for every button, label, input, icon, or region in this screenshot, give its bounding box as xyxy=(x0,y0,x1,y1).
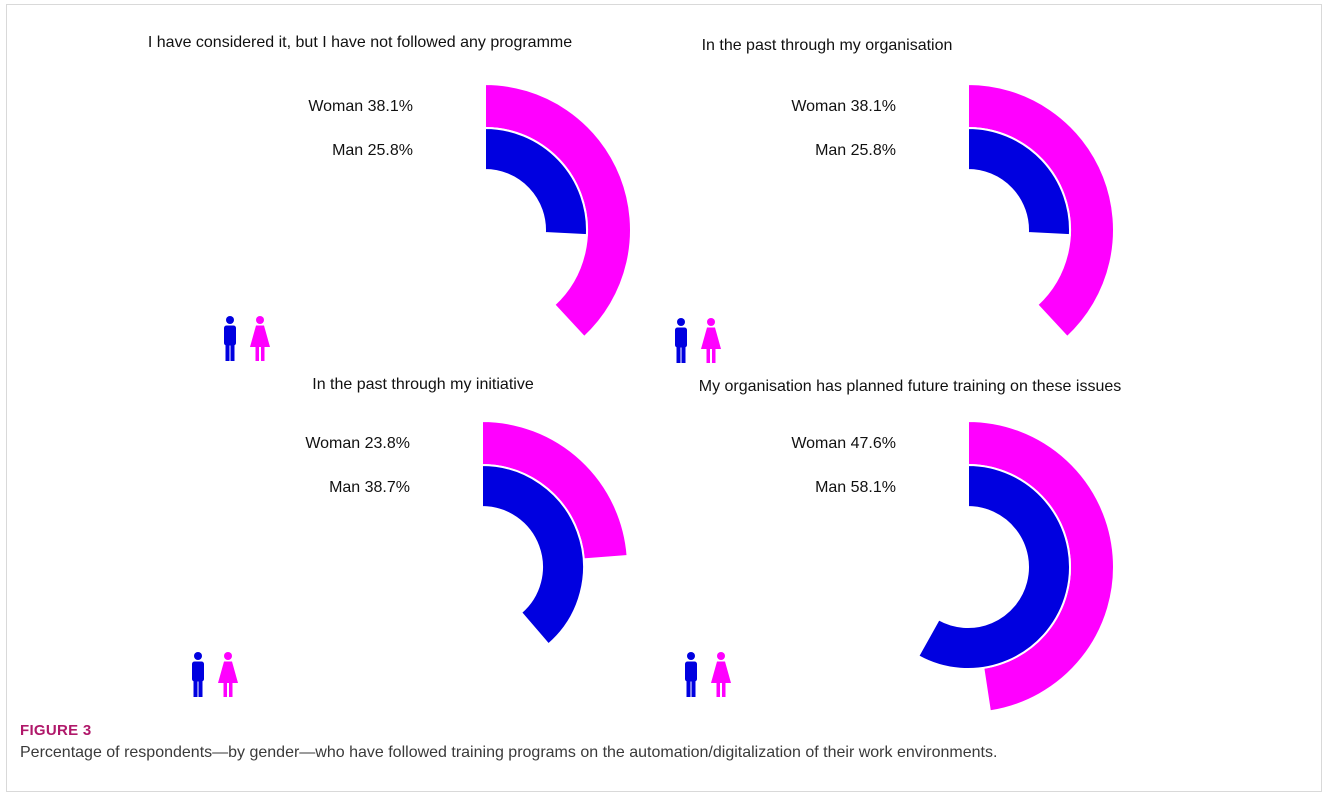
chart-panel-2: In the past through my organisation Woman… xyxy=(675,37,1115,363)
panel-title: My organisation has planned future train… xyxy=(699,378,1121,395)
panel-title: In the past through my organisation xyxy=(702,37,953,54)
man-icon xyxy=(192,652,204,697)
woman-value-label: Woman 47.6% xyxy=(791,435,896,452)
woman-icon xyxy=(701,318,721,363)
figure-caption-block: FIGURE 3 Percentage of respondents—by ge… xyxy=(20,722,1310,763)
man-value-label: Man 25.8% xyxy=(815,142,896,159)
chart-panel-4: My organisation has planned future train… xyxy=(685,378,1121,713)
man-arc xyxy=(481,463,585,646)
man-arc xyxy=(916,463,1071,670)
man-icon xyxy=(685,652,697,697)
radial-bar-charts: I have considered it, but I have not fol… xyxy=(148,34,1121,713)
man-arc xyxy=(484,126,588,237)
chart-panel-3: In the past through my initiative Woman 2… xyxy=(192,376,629,697)
woman-icon xyxy=(218,652,238,697)
woman-icon xyxy=(250,316,270,361)
man-value-label: Man 58.1% xyxy=(815,479,896,496)
figure-frame xyxy=(6,4,1322,792)
figure-caption: Percentage of respondents—by gender—who … xyxy=(20,744,998,761)
woman-value-label: Woman 23.8% xyxy=(305,435,410,452)
man-icon xyxy=(224,316,236,361)
panel-title: I have considered it, but I have not fol… xyxy=(148,34,572,51)
woman-value-label: Woman 38.1% xyxy=(791,98,896,115)
man-value-label: Man 25.8% xyxy=(332,142,413,159)
man-value-label: Man 38.7% xyxy=(329,479,410,496)
chart-panel-1: I have considered it, but I have not fol… xyxy=(148,34,632,361)
panel-title: In the past through my initiative xyxy=(312,376,534,393)
man-arc xyxy=(967,126,1071,237)
man-icon xyxy=(675,318,687,363)
woman-value-label: Woman 38.1% xyxy=(308,98,413,115)
figure-label: FIGURE 3 xyxy=(20,722,92,739)
woman-icon xyxy=(711,652,731,697)
